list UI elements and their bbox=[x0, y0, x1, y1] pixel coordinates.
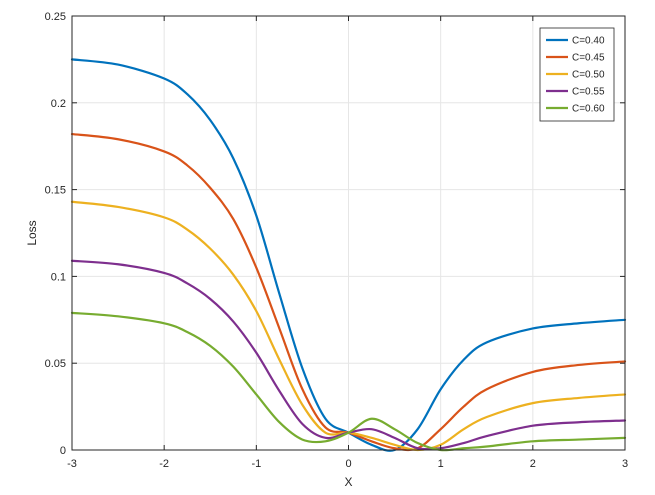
legend-label: C=0.40 bbox=[572, 36, 605, 47]
y-tick-label: 0.05 bbox=[45, 358, 66, 370]
x-axis-label: X bbox=[344, 475, 352, 489]
legend-label: C=0.45 bbox=[572, 53, 605, 64]
y-axis-label: Loss bbox=[25, 220, 39, 245]
y-tick-label: 0.15 bbox=[45, 185, 66, 197]
x-tick-label: 1 bbox=[438, 458, 444, 470]
x-tick-label: 0 bbox=[345, 458, 351, 470]
series-line-3 bbox=[70, 200, 627, 452]
axis-ticks: -3 -2 -1 0 1 2 3 0 0.05 0.1 0.15 0.2 0.25 bbox=[45, 11, 628, 470]
series-lines bbox=[70, 58, 627, 452]
grid bbox=[72, 16, 625, 450]
x-tick-label: -2 bbox=[159, 458, 169, 470]
y-tick-label: 0.25 bbox=[45, 11, 66, 23]
series-line-1 bbox=[70, 58, 627, 452]
x-tick-label: 2 bbox=[530, 458, 536, 470]
y-tick-label: 0 bbox=[60, 445, 66, 457]
series-line-2 bbox=[70, 132, 627, 452]
y-tick-label: 0.2 bbox=[51, 98, 66, 110]
legend-label: C=0.50 bbox=[572, 70, 605, 81]
y-tick-label: 0.1 bbox=[51, 271, 66, 283]
x-tick-label: -3 bbox=[67, 458, 77, 470]
x-tick-label: -1 bbox=[251, 458, 261, 470]
series-line-5 bbox=[70, 311, 627, 452]
x-tick-label: 3 bbox=[622, 458, 628, 470]
legend: C=0.40 C=0.45 C=0.50 C=0.55 C=0.60 bbox=[539, 27, 615, 122]
legend-label: C=0.55 bbox=[572, 87, 605, 98]
series-line-4 bbox=[70, 259, 627, 451]
legend-label: C=0.60 bbox=[572, 104, 605, 115]
